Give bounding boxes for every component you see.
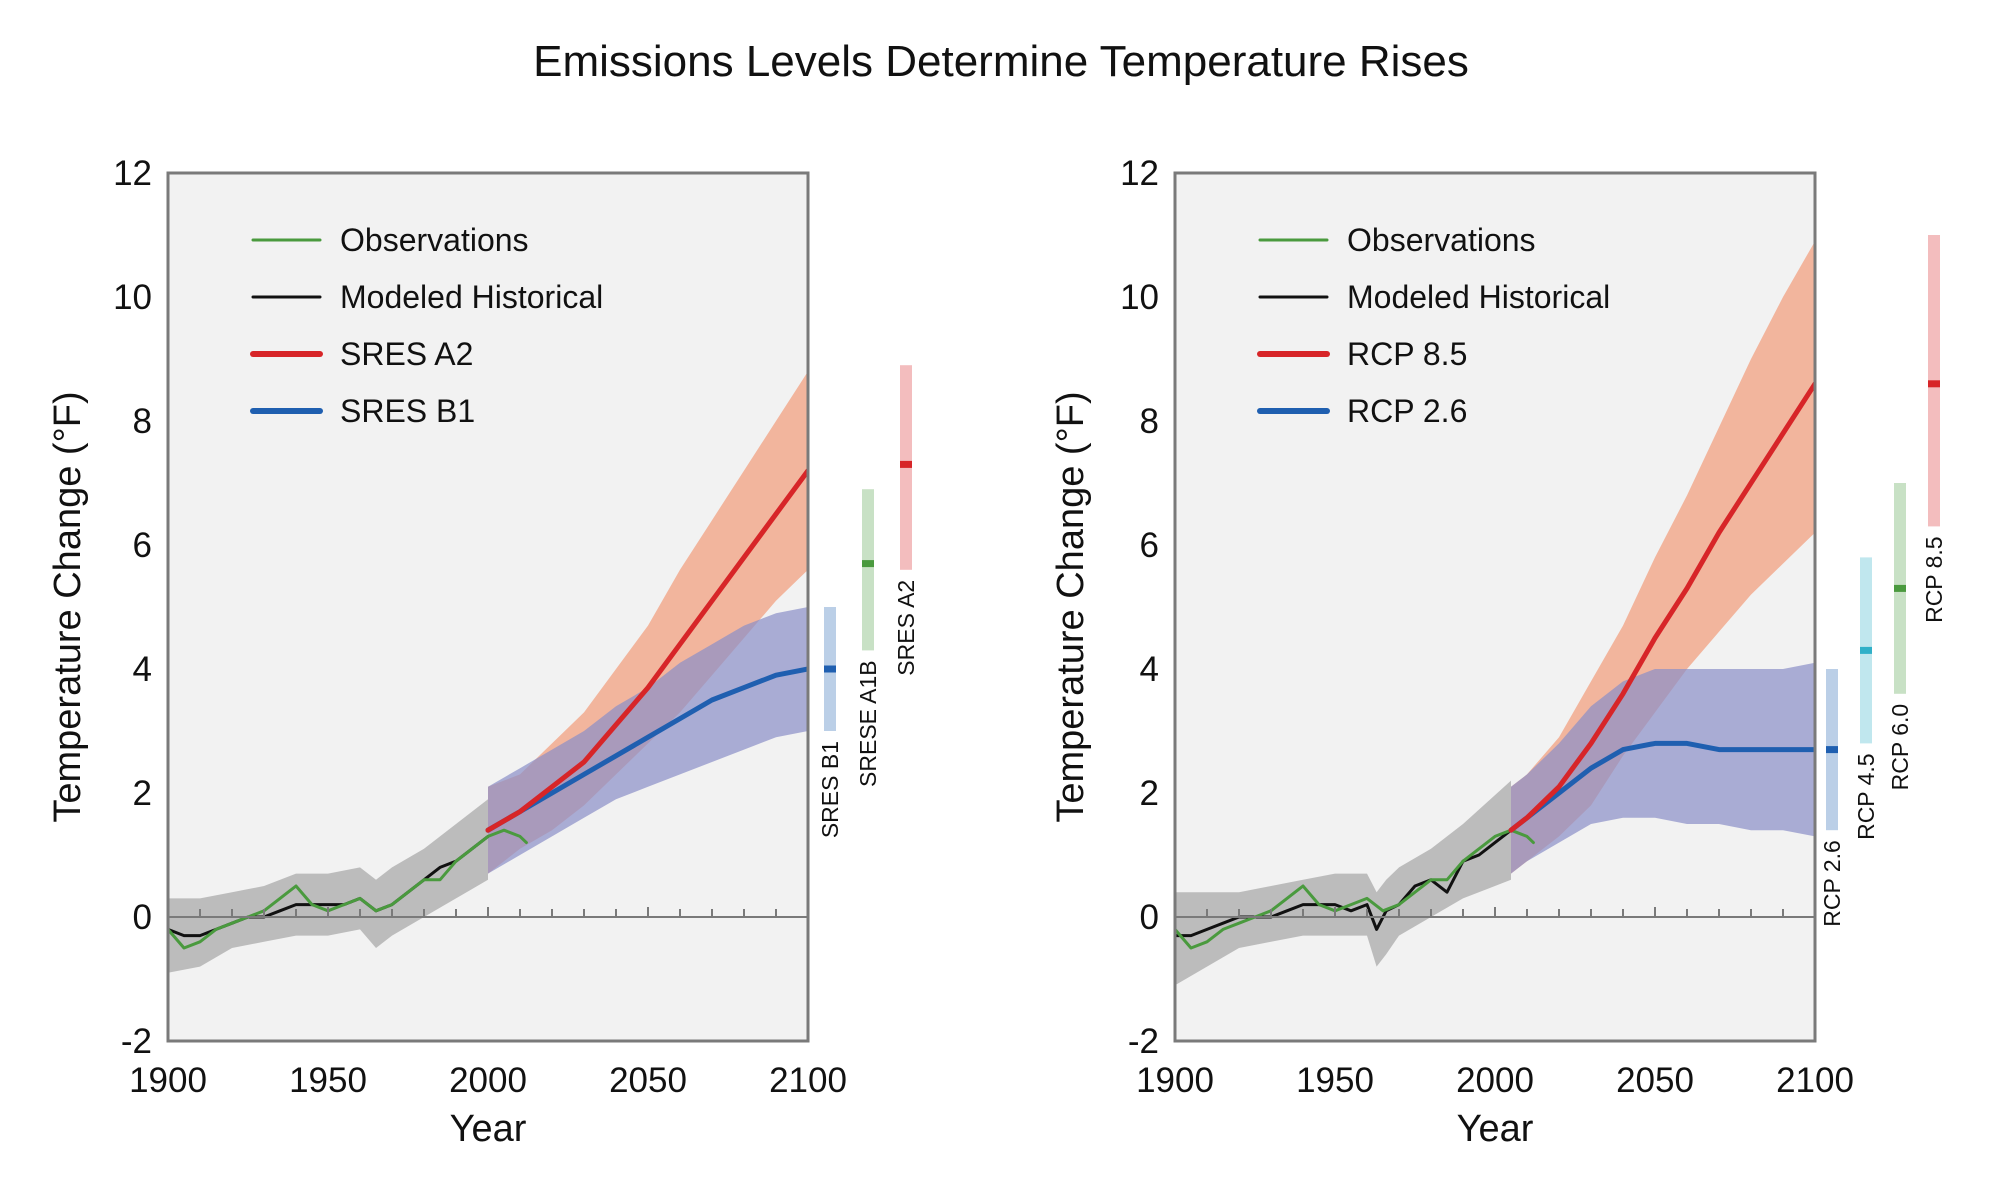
series-sres-b1: [485, 666, 808, 833]
series-rcp-8-5: [1508, 381, 1815, 833]
legend-label-observations: Observations: [340, 222, 529, 258]
y-tick-label: 6: [1140, 526, 1159, 565]
historical-band: [168, 799, 488, 973]
legend-label-observations: Observations: [1347, 222, 1536, 258]
range-mean-rcp-6-0: [1894, 584, 1906, 592]
figure-title: Emissions Levels Determine Temperature R…: [533, 37, 1469, 86]
y-tick-label: -2: [1128, 1022, 1159, 1061]
legend-label-rcp-2-6: RCP 2.6: [1347, 393, 1467, 429]
y-axis-title: Temperature Change (°F): [1050, 391, 1092, 822]
range-label-rcp-6-0: RCP 6.0: [1887, 704, 1913, 791]
range-label-rcp-8-5: RCP 8.5: [1921, 536, 1947, 623]
x-tick-label: 2100: [1776, 1061, 1854, 1100]
legend-label-sres-b1: SRES B1: [340, 393, 475, 429]
range-label-sres-a2: SRES A2: [893, 580, 919, 676]
x-axis-title: Year: [1457, 1108, 1534, 1150]
y-axis-title: Temperature Change (°F): [47, 391, 89, 822]
y-tick-label: 12: [113, 154, 152, 193]
series-sres-a2: [485, 468, 808, 833]
range-label-sres-b1: SRES B1: [817, 741, 843, 838]
band-sres-b1: [488, 607, 808, 874]
range-mean-srese-a1b: [862, 560, 874, 568]
y-tick-label: 4: [133, 650, 152, 689]
y-tick-label: 2: [133, 774, 152, 813]
range-bar-srese-a1b: [862, 489, 874, 651]
x-tick-label: 1950: [1296, 1061, 1374, 1100]
chart-left: 1900 1950 2000 2050 2100 -2 0 2 4 6 8 10 12 Year Tempe…: [47, 154, 919, 1150]
y-tick-label: 8: [1140, 402, 1159, 441]
plot-content: [1175, 241, 1815, 986]
y-tick-label: 10: [113, 278, 152, 317]
plot-frame: [166, 171, 810, 1043]
plot-content: [168, 371, 808, 973]
series-modeled-historical: [1175, 828, 1513, 938]
range-mean-sres-a2: [900, 460, 912, 468]
range-label-rcp-2-6: RCP 2.6: [1819, 840, 1845, 927]
y-tick-label: 4: [1140, 650, 1159, 689]
range-label-srese-a1b: SRESE A1B: [855, 660, 881, 787]
x-tick-label: 1950: [289, 1061, 367, 1100]
y-tick-label: 10: [1120, 278, 1159, 317]
historical-band: [1175, 780, 1511, 986]
y-tick-label: 2: [1140, 774, 1159, 813]
band-rcp-2-6: [1511, 662, 1815, 874]
range-label-rcp-4-5: RCP 4.5: [1853, 753, 1879, 840]
legend-label-modeled-historical: Modeled Historical: [1347, 279, 1610, 315]
x-tick-label: 2000: [1456, 1061, 1534, 1100]
series-observations: [168, 828, 528, 950]
range-mean-rcp-8-5: [1928, 380, 1940, 388]
y-tick-label: -2: [121, 1022, 152, 1061]
legend-label-rcp-8-5: RCP 8.5: [1347, 336, 1467, 372]
x-tick-label: 2050: [609, 1061, 687, 1100]
x-tick-label: 1900: [129, 1061, 207, 1100]
range-mean-sres-b1: [824, 665, 836, 673]
x-axis-title: Year: [450, 1108, 527, 1150]
x-tick-label: 2050: [1616, 1061, 1694, 1100]
y-tick-label: 12: [1120, 154, 1159, 193]
series-observations: [1175, 828, 1535, 950]
y-tick-label: 8: [133, 402, 152, 441]
legend-label-sres-a2: SRES A2: [340, 336, 473, 372]
y-tick-label: 0: [133, 898, 152, 937]
y-tick-label: 6: [133, 526, 152, 565]
range-mean-rcp-2-6: [1826, 746, 1838, 754]
x-tick-label: 2000: [449, 1061, 527, 1100]
x-tick-label: 2100: [769, 1061, 847, 1100]
chart-right: 1900 1950 2000 2050 2100 -2 0 2 4 6 8 10 12 Year Tempe…: [1050, 154, 1947, 1150]
range-mean-rcp-4-5: [1860, 646, 1872, 654]
y-tick-label: 0: [1140, 898, 1159, 937]
legend-label-modeled-historical: Modeled Historical: [340, 279, 603, 315]
plot-frame: [1173, 171, 1817, 1043]
series-rcp-2-6: [1508, 740, 1815, 833]
x-tick-label: 1900: [1136, 1061, 1214, 1100]
